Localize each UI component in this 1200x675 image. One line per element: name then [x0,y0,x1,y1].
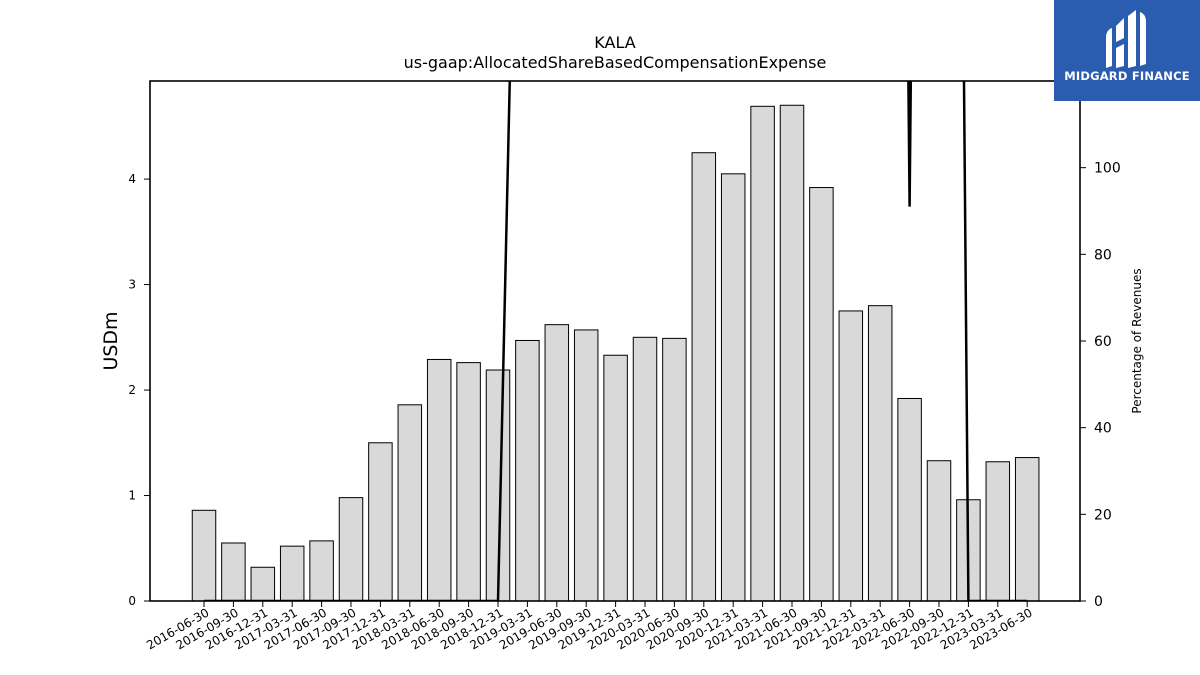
y2-tick-label: 80 [1094,247,1112,263]
bar-2018-06-30 [426,358,452,602]
y2-axis-label: Percentage of Revenues [1130,268,1144,413]
bar-2019-03-31 [515,339,540,602]
bar-2023-03-31 [985,461,1011,602]
bar-2016-06-30 [191,509,217,602]
y-tick-label: 3 [128,278,136,292]
x-axis: 2016-06-302016-09-302016-12-312017-03-31… [144,601,1035,652]
bar-2019-09-30 [573,329,599,602]
y-tick-label: 4 [128,172,136,186]
chart-subtitle: us-gaap:AllocatedShareBasedCompensationE… [404,53,827,72]
bar-2021-09-30 [809,187,834,602]
bar-2023-06-30 [1014,457,1040,602]
chart-title: KALA [594,33,635,52]
bar-2022-09-30 [926,460,952,602]
y-axis-right: 0 20 40 60 80 100 [1080,161,1121,610]
y-tick-label: 0 [128,594,136,608]
bar-2018-09-30 [456,362,481,602]
y-tick-label: 1 [128,489,136,503]
bar-2021-12-31 [838,310,864,602]
bar-2020-06-30 [662,337,687,602]
bar-2019-12-31 [603,354,628,602]
bar-2017-06-30 [309,540,334,602]
bar-2017-03-31 [279,545,305,602]
bar-2019-06-30 [544,324,570,602]
y2-tick-label: 60 [1094,334,1112,350]
bar-2021-03-31 [750,105,775,602]
bar-2020-09-30 [691,152,717,602]
y2-tick-label: 20 [1094,507,1112,523]
y-axis-left: 0 1 2 3 4 [128,172,150,608]
bar-2021-06-30 [779,104,805,602]
y2-tick-label: 40 [1094,421,1112,437]
bar-2022-03-31 [867,305,893,602]
brand-logo: MIDGARD FINANCE [1054,0,1200,101]
bar-2020-03-31 [632,336,658,602]
y-tick-label: 2 [128,383,136,397]
bar-2016-12-31 [250,566,276,602]
bar-2018-03-31 [397,404,423,602]
bar-2020-12-31 [720,173,746,602]
midgard-m-logo-icon [1106,10,1146,68]
bar-2022-06-30 [897,397,922,602]
bar-2017-12-31 [368,442,393,602]
bar-2016-09-30 [221,542,246,602]
y2-tick-label: 100 [1094,161,1121,177]
bar-group [191,104,1040,602]
y-axis-label: USDm [100,311,122,370]
brand-name: MIDGARD FINANCE [1064,69,1190,83]
bar-2017-09-30 [338,497,364,602]
y2-tick-label: 0 [1094,594,1103,610]
